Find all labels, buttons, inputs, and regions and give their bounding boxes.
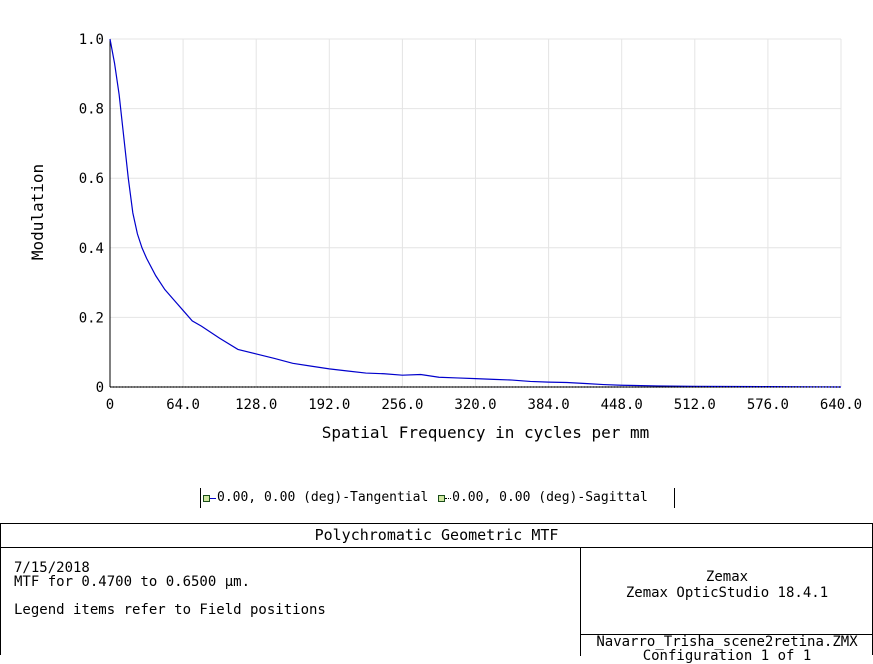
footer-mtf-range: MTF for 0.4700 to 0.6500 µm.	[14, 574, 251, 590]
y-tick-label: 0.4	[79, 241, 104, 257]
sagittal-line-icon	[445, 497, 452, 499]
x-tick-label: 576.0	[747, 397, 789, 413]
sagittal-marker-icon	[438, 494, 446, 502]
y-tick-label: 0	[96, 380, 104, 396]
tangential-line-icon	[210, 497, 216, 499]
x-tick-label: 384.0	[528, 397, 570, 413]
footer-company: Zemax	[705, 569, 749, 585]
x-tick-label: 640.0	[820, 397, 862, 413]
legend-label-sagittal: 0.00, 0.00 (deg)-Sagittal	[452, 490, 648, 505]
y-tick-label: 0.8	[79, 102, 104, 118]
y-axis-label: Modulation	[28, 164, 47, 260]
footer-date: 7/15/2018	[14, 560, 90, 576]
x-tick-label: 320.0	[454, 397, 496, 413]
tangential-marker-icon	[203, 494, 210, 502]
x-tick-label: 512.0	[674, 397, 716, 413]
grid-lines	[109, 38, 842, 388]
x-tick-label: 128.0	[235, 397, 277, 413]
x-tick-label: 64.0	[166, 397, 200, 413]
y-tick-label: 0.2	[79, 310, 104, 326]
footer-configuration: Configuration 1 of 1	[642, 648, 812, 664]
info-panel: Polychromatic Geometric MTF 7/15/2018 MT…	[0, 523, 873, 663]
footer-legend-note: Legend items refer to Field positions	[14, 602, 326, 618]
x-tick-label: 192.0	[308, 397, 350, 413]
footer-title: Polychromatic Geometric MTF	[0, 524, 873, 548]
mtf-chart: 0 64.0 128.0 192.0 256.0 320.0 384.0 448.0 512.0…	[28, 32, 862, 442]
y-tick-label: 0.6	[79, 171, 104, 187]
legend: 0.00, 0.00 (deg)-Tangential 0.00, 0.00 (…	[200, 488, 675, 508]
footer-filename: Navarro_Trisha_scene2retina.ZMX	[596, 634, 858, 650]
tick-labels: 0 64.0 128.0 192.0 256.0 320.0 384.0 448.0 512.0…	[79, 32, 862, 413]
x-tick-label: 256.0	[381, 397, 423, 413]
series-line-tangential	[109, 38, 842, 388]
footer-details: 7/15/2018 MTF for 0.4700 to 0.6500 µm. L…	[14, 561, 326, 617]
series-group	[109, 38, 842, 388]
footer-right-panel: Zemax Zemax OpticStudio 18.4.1 Navarro_T…	[580, 547, 873, 663]
footer-file-box: Navarro_Trisha_scene2retina.ZMX Configur…	[581, 635, 873, 663]
x-tick-label: 0	[106, 397, 114, 413]
legend-item-tangential: 0.00, 0.00 (deg)-Tangential	[201, 488, 428, 508]
y-tick-label: 1.0	[79, 32, 104, 48]
legend-label-tangential: 0.00, 0.00 (deg)-Tangential	[217, 490, 429, 505]
legend-item-sagittal: 0.00, 0.00 (deg)-Sagittal	[436, 488, 648, 508]
x-tick-label: 448.0	[601, 397, 643, 413]
footer-left-border	[0, 523, 1, 655]
footer-product: Zemax OpticStudio 18.4.1	[625, 585, 829, 601]
footer-software-box: Zemax Zemax OpticStudio 18.4.1	[581, 547, 873, 635]
x-axis-label: Spatial Frequency in cycles per mm	[322, 423, 650, 442]
